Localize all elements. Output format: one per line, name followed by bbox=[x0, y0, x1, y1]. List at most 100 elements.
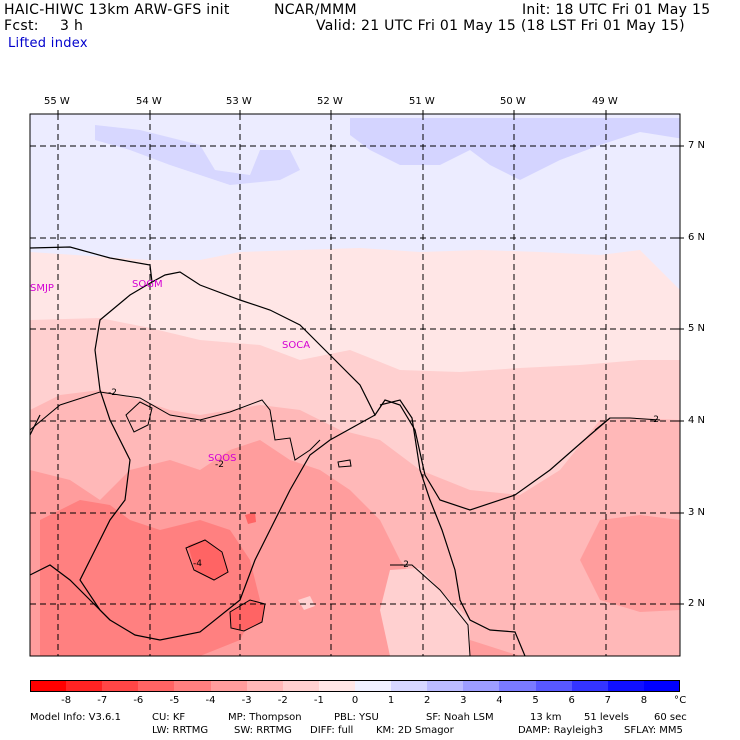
footer-item: LW: RRTMG bbox=[152, 725, 209, 736]
contour-minus2-d bbox=[390, 564, 471, 657]
colorbar-label: -2 bbox=[277, 695, 288, 706]
colorbar-label: 5 bbox=[532, 695, 539, 706]
colorbar-swatch bbox=[427, 680, 464, 692]
graticule bbox=[30, 114, 680, 656]
colorbar-swatch bbox=[571, 680, 609, 692]
valid-time: Valid: 21 UTC Fri 01 May 15 (18 LST Fri … bbox=[316, 18, 685, 34]
lat-label: 3 N bbox=[688, 507, 706, 518]
contour-lines bbox=[29, 391, 661, 657]
colorbar-label: 6 bbox=[568, 695, 575, 706]
colorbar-label: -7 bbox=[97, 695, 108, 706]
colorbar-label: 2 bbox=[424, 695, 431, 706]
lat-label: 5 N bbox=[688, 323, 706, 334]
colorbar-swatch bbox=[138, 680, 175, 692]
lon-label: 52 W bbox=[317, 96, 343, 107]
lat-label: 2 N bbox=[688, 598, 706, 609]
colorbar-label: 4 bbox=[496, 695, 503, 706]
footer-item: SFLAY: MM5 bbox=[624, 725, 683, 736]
footer-item: Model Info: V3.6.1 bbox=[30, 712, 121, 723]
model-title: HAIC-HIWC 13km ARW-GFS init bbox=[4, 2, 230, 18]
colorbar-swatch bbox=[643, 680, 681, 692]
lon-label: 53 W bbox=[226, 96, 252, 107]
station-soca: SOCA bbox=[282, 340, 311, 351]
colorbar-swatch bbox=[66, 680, 103, 692]
field-band-red-3b bbox=[580, 515, 680, 612]
footer-item: SF: Noah LSM bbox=[426, 712, 494, 723]
field-band-red-5c bbox=[245, 512, 256, 524]
colorbar-swatch bbox=[391, 680, 428, 692]
colorbar-swatch bbox=[210, 680, 248, 692]
colorbar-label: -8 bbox=[61, 695, 72, 706]
station-sogm: SOGM bbox=[132, 279, 163, 290]
org-label: NCAR/MMM bbox=[274, 2, 357, 18]
contour-label: -2 bbox=[650, 415, 659, 425]
field-band-red-5b bbox=[230, 600, 265, 630]
border-west-edge bbox=[29, 414, 41, 436]
footer-item: MP: Thompson bbox=[228, 712, 302, 723]
contour-minus2-a bbox=[29, 391, 321, 461]
contour-label: -2 bbox=[215, 460, 224, 470]
footer-item: PBL: YSU bbox=[334, 712, 379, 723]
colorbar-swatch bbox=[463, 680, 500, 692]
colorbar-swatch bbox=[499, 680, 537, 692]
borders bbox=[29, 246, 611, 657]
station-soos: SOOS bbox=[208, 453, 237, 464]
field-band-pink-3 bbox=[380, 568, 470, 656]
colorbar-swatch bbox=[246, 680, 284, 692]
colorbar-swatch bbox=[282, 680, 320, 692]
colorbar-label: 0 bbox=[351, 695, 359, 706]
colorbar-label: -3 bbox=[241, 695, 252, 706]
colorbar-label: -1 bbox=[313, 695, 324, 706]
colorbar-label: -4 bbox=[205, 695, 216, 706]
lon-label: 51 W bbox=[409, 96, 435, 107]
footer-item: 51 levels bbox=[584, 712, 629, 723]
lon-label: 50 W bbox=[500, 96, 526, 107]
field-band-blue-1 bbox=[350, 118, 680, 180]
field-band-pink-4 bbox=[298, 596, 315, 610]
lon-label: 55 W bbox=[44, 96, 70, 107]
colorbar-swatch bbox=[535, 680, 573, 692]
lon-label: 49 W bbox=[592, 96, 618, 107]
colorbar-swatch bbox=[30, 680, 67, 692]
fcst-label: Fcst: bbox=[4, 18, 39, 34]
contour-minus2-e bbox=[337, 459, 352, 468]
colorbar-label: -5 bbox=[169, 695, 180, 706]
contour-label: -2 bbox=[400, 560, 409, 570]
lon-label: 54 W bbox=[136, 96, 162, 107]
field-band-red-5a bbox=[188, 540, 228, 580]
fcst-value: 3 h bbox=[60, 18, 84, 34]
border-french-guiana bbox=[379, 399, 526, 657]
footer-item: 13 km bbox=[530, 712, 562, 723]
colorbar-label: -6 bbox=[133, 695, 144, 706]
colorbar-swatch bbox=[607, 680, 645, 692]
contour-label: -2 bbox=[108, 388, 117, 398]
lat-label: 4 N bbox=[688, 415, 706, 426]
colorbar-swatch bbox=[355, 680, 392, 692]
field-band-blue-2 bbox=[95, 125, 300, 185]
init-time: Init: 18 UTC Fri 01 May 15 bbox=[522, 2, 711, 18]
border-suriname-south bbox=[29, 414, 376, 641]
colorbar-frame bbox=[30, 680, 680, 692]
lat-label: 7 N bbox=[688, 140, 706, 151]
contour-minus4-b bbox=[229, 599, 266, 632]
footer-item: 60 sec bbox=[654, 712, 687, 723]
map-frame bbox=[29, 113, 681, 657]
contour-label: -4 bbox=[193, 559, 202, 569]
footer-item: DAMP: Rayleigh3 bbox=[518, 725, 604, 736]
colorbar-label: 3 bbox=[460, 695, 467, 706]
colorbar-unit: °C bbox=[674, 695, 687, 706]
colorbar-label: 1 bbox=[387, 695, 395, 706]
colorbar-label: 7 bbox=[604, 695, 611, 706]
colorbar-swatch bbox=[318, 680, 356, 692]
station-smjp: SMJP bbox=[30, 283, 54, 294]
field-name: Lifted index bbox=[8, 36, 88, 51]
footer-item: KM: 2D Smagor bbox=[376, 725, 454, 736]
colorbar-swatch bbox=[102, 680, 139, 692]
tick-marks bbox=[57, 110, 684, 605]
contour-minus4-a bbox=[185, 539, 229, 581]
colorbar-label: 8 bbox=[640, 695, 648, 706]
footer-item: CU: KF bbox=[152, 712, 186, 723]
lat-label: 6 N bbox=[688, 232, 706, 243]
footer-item: SW: RRTMG bbox=[234, 725, 292, 736]
